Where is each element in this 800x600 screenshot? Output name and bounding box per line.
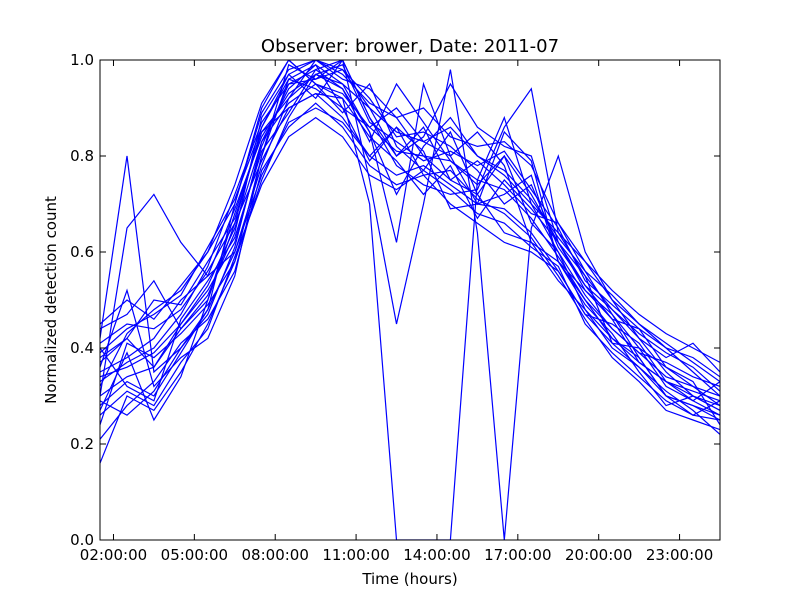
series-line-14 xyxy=(100,68,720,392)
series-line-18 xyxy=(100,64,720,378)
series-line-19 xyxy=(100,116,720,421)
chart-title: Observer: brower, Date: 2011-07 xyxy=(261,36,559,57)
x-tick-label: 23:00:00 xyxy=(646,546,713,564)
x-tick-label: 20:00:00 xyxy=(565,546,632,564)
x-tick-label: 11:00:00 xyxy=(322,546,389,564)
y-axis-label: Normalized detection count xyxy=(42,196,60,404)
series-line-5 xyxy=(100,60,720,540)
series-line-20 xyxy=(100,64,720,383)
x-tick-label: 08:00:00 xyxy=(242,546,309,564)
series-line-17 xyxy=(100,92,720,402)
y-tick-label: 0.2 xyxy=(70,435,94,453)
y-tick-label: 0.0 xyxy=(70,531,94,549)
series-line-22 xyxy=(100,107,720,416)
y-axis: 0.0 0.2 0.4 0.6 0.8 1.0 xyxy=(70,51,720,549)
series-line-13 xyxy=(100,78,720,425)
series-line-10 xyxy=(100,60,720,373)
series-line-2 xyxy=(100,73,720,464)
y-tick-label: 0.6 xyxy=(70,243,94,261)
series-line-16 xyxy=(100,60,720,363)
y-tick-label: 0.8 xyxy=(70,147,94,165)
x-tick-label: 14:00:00 xyxy=(403,546,470,564)
series-line-1 xyxy=(100,60,720,407)
series-line-21 xyxy=(100,83,720,397)
x-tick-label: 02:00:00 xyxy=(80,546,147,564)
y-tick-label: 0.4 xyxy=(70,339,94,357)
x-tick-label: 05:00:00 xyxy=(161,546,228,564)
plot-frame xyxy=(99,59,721,541)
x-tick-label: 17:00:00 xyxy=(484,546,551,564)
x-axis-label: Time (hours) xyxy=(361,570,457,588)
y-tick-label: 1.0 xyxy=(70,51,94,69)
series-group xyxy=(100,60,720,540)
x-axis: 02:00:00 05:00:00 08:00:00 11:00:00 14:00:00… xyxy=(80,60,713,564)
series-line-9 xyxy=(100,63,720,435)
